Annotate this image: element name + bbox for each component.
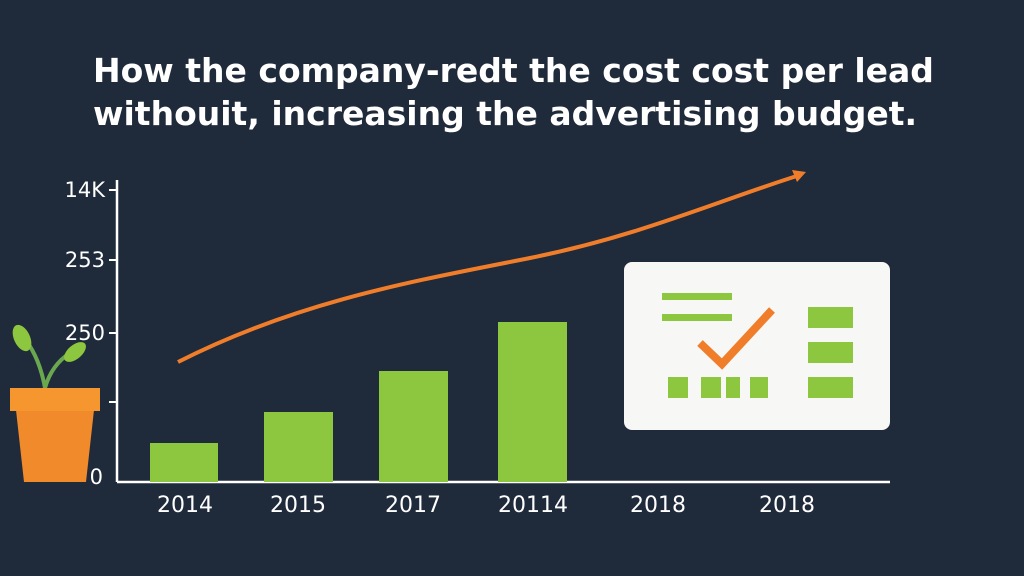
x-tick-label: 2014 <box>157 493 213 518</box>
y-tick-label: 250 <box>65 321 105 345</box>
tick-marks <box>109 189 117 403</box>
x-tick-label: 2015 <box>270 493 326 518</box>
bars <box>150 322 567 482</box>
bar <box>150 443 218 482</box>
trend-line <box>177 173 801 364</box>
title-line: withouit, increasing the advertising bud… <box>93 94 917 133</box>
bar <box>498 322 567 482</box>
x-tick-label: 2018 <box>630 493 686 518</box>
plant-pot <box>10 324 100 482</box>
x-tick-label: 2017 <box>385 493 441 518</box>
title-line: How the company-redt the cost cost per l… <box>93 51 934 90</box>
y-tick-label: 253 <box>65 248 105 272</box>
x-tick-label: 2018 <box>759 493 815 518</box>
report-card <box>624 262 890 430</box>
x-tick-label: 20114 <box>498 493 568 518</box>
trend-arrow <box>792 170 806 182</box>
y-tick-label: 14K <box>65 178 107 202</box>
bar <box>379 371 448 482</box>
y-tick-label: 0 <box>90 465 103 489</box>
bar <box>264 412 333 482</box>
